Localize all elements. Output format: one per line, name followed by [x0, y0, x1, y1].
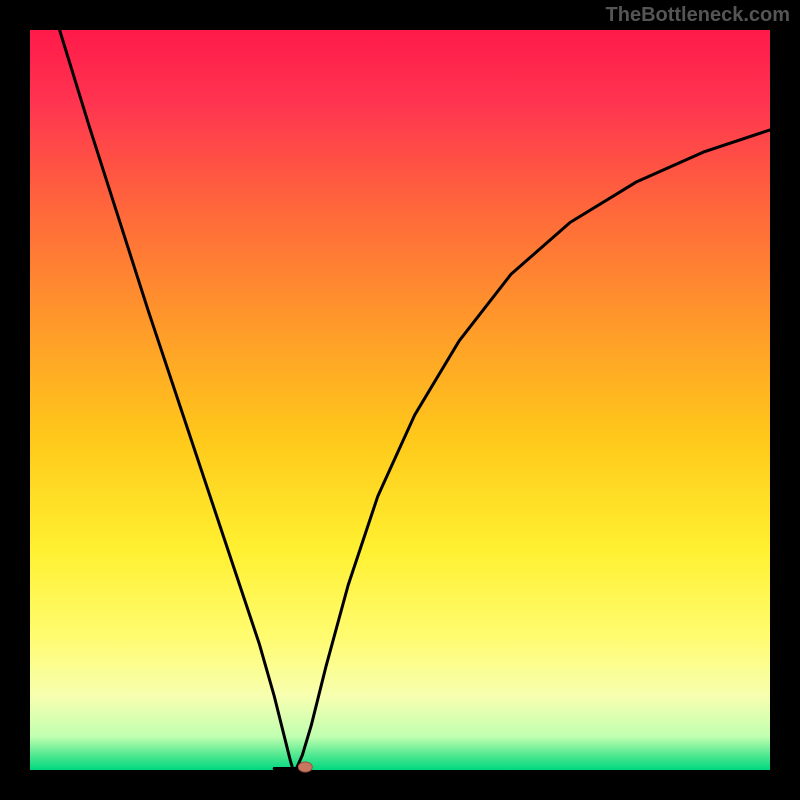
bottleneck-chart: TheBottleneck.com [0, 0, 800, 800]
chart-svg [0, 0, 800, 800]
watermark-text: TheBottleneck.com [606, 4, 790, 27]
